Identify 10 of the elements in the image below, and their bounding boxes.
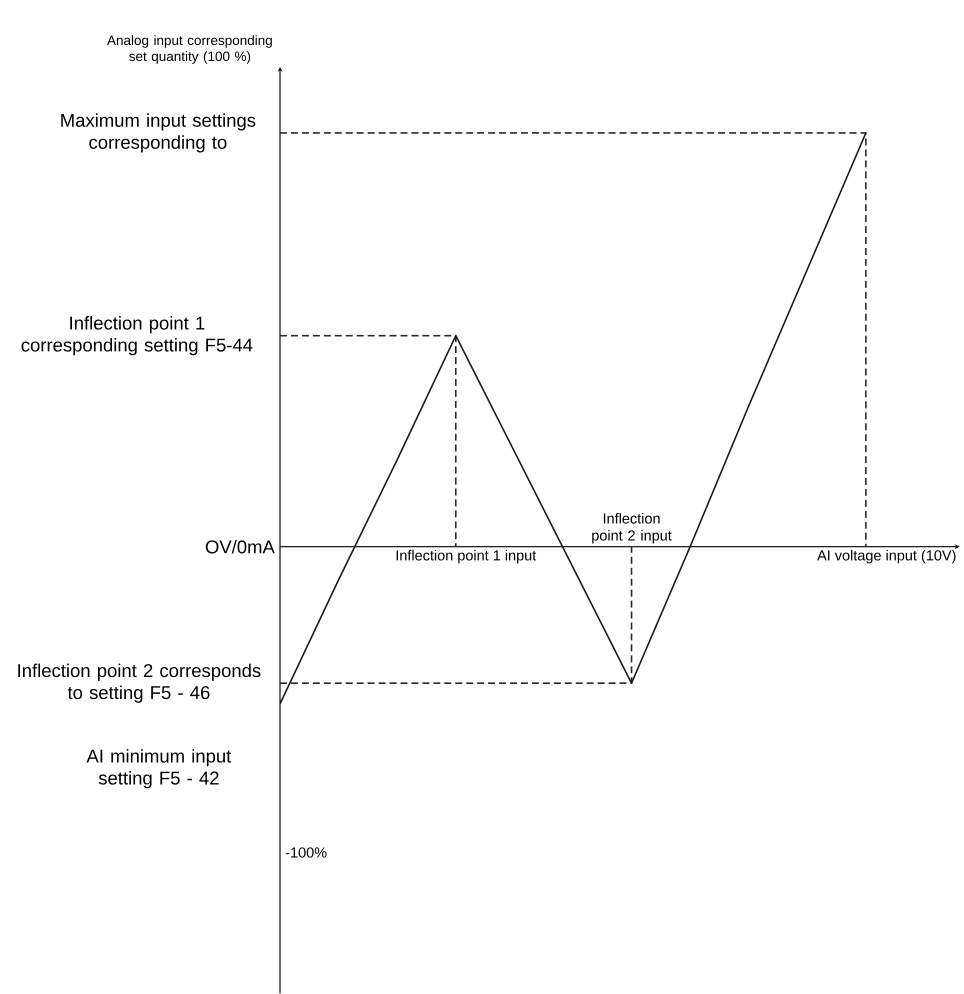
annotation: Inflection point 2 input bbox=[592, 512, 672, 544]
text: OV/0mA bbox=[206, 540, 275, 554]
ref-line-label: Inflection point 2 corresponds to setting F5 - 46 bbox=[18, 664, 261, 703]
annotation: Inflection point 1 input bbox=[396, 550, 536, 564]
ref-line-label: Inflection point 1 corresponding setting F5-44 bbox=[22, 316, 253, 356]
text: -100% bbox=[286, 847, 327, 858]
ref-line-label: Maximum input settings corresponding to bbox=[61, 113, 256, 153]
x-axis-title: AI voltage input (10V) bbox=[817, 550, 956, 564]
text: Analog input corresponding set quantity (100 %) bbox=[107, 35, 272, 64]
text: AI minimum input setting F5 - 42 bbox=[86, 749, 232, 788]
